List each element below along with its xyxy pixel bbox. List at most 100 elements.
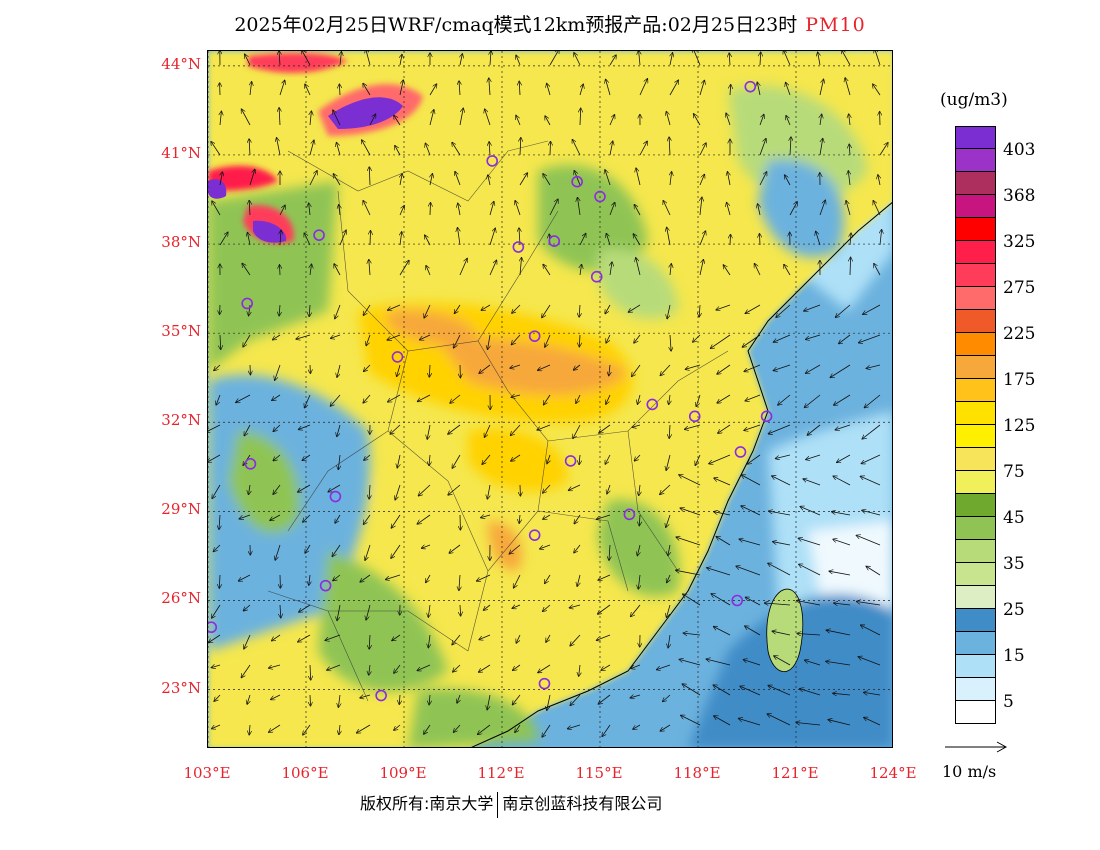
wind-arrow — [220, 112, 221, 126]
city-marker — [646, 398, 659, 411]
wind-arrow — [220, 172, 222, 186]
wind-arrow — [360, 695, 371, 698]
wind-arrow — [510, 364, 521, 368]
latitude-label: 44°N — [161, 54, 201, 73]
legend-swatch — [955, 494, 996, 517]
wind-arrow — [768, 563, 791, 576]
wind-arrow — [716, 304, 731, 310]
wind-arrow — [392, 634, 401, 641]
wind-arrow — [340, 52, 341, 66]
wind-arrow — [457, 694, 460, 703]
wind-arrow — [420, 334, 431, 340]
city-marker — [512, 241, 525, 253]
wind-arrow — [337, 604, 341, 620]
wind-arrow — [370, 231, 371, 246]
wind-arrow — [364, 514, 371, 524]
legend-unit: (ug/m3) — [940, 90, 1008, 110]
wind-arrow — [633, 724, 641, 729]
wind-arrow — [455, 304, 461, 313]
wind-arrow — [714, 512, 731, 516]
wind-arrow — [842, 51, 851, 66]
wind-arrow — [249, 170, 255, 186]
wind-arrow — [366, 51, 371, 66]
wind-arrow — [538, 664, 551, 673]
wind-arrow — [828, 720, 851, 726]
wind-arrow — [429, 110, 434, 126]
wind-arrow — [519, 82, 520, 96]
wind-arrow — [400, 55, 402, 66]
wind-arrow — [736, 566, 761, 576]
wind-arrow — [419, 484, 431, 496]
wind-arrow — [479, 664, 491, 672]
wind-arrow — [864, 718, 881, 726]
wind-arrow — [542, 304, 551, 318]
wind-arrow — [740, 686, 761, 696]
copyright-separator — [497, 791, 499, 818]
wind-arrow — [769, 511, 791, 516]
wind-arrow — [579, 84, 583, 96]
wind-arrow — [455, 172, 461, 186]
wind-arrow — [574, 544, 581, 553]
wind-arrow — [699, 260, 703, 276]
wind-arrow — [878, 175, 880, 186]
wind-arrow — [212, 604, 221, 618]
wind-arrow — [395, 484, 401, 500]
wind-arrow — [605, 454, 611, 464]
wind-arrow — [275, 544, 281, 560]
wind-arrow — [863, 304, 881, 314]
wind-arrow — [772, 631, 791, 636]
city-marker — [688, 410, 701, 423]
wind-arrow — [363, 201, 371, 216]
wind-arrow — [417, 514, 431, 524]
wind-arrow — [845, 78, 851, 96]
wind-arrow — [660, 484, 671, 494]
wind-arrow — [337, 364, 341, 377]
legend-label: 275 — [1003, 278, 1036, 298]
latitude-label: 41°N — [161, 143, 201, 162]
wind-arrow — [711, 334, 731, 348]
wind-arrow — [479, 364, 491, 373]
wind-arrow — [460, 54, 462, 66]
wind-arrow — [515, 724, 521, 732]
wind-arrow — [305, 84, 311, 96]
wind-arrow — [489, 142, 490, 156]
wind-arrow — [272, 634, 281, 641]
wind-arrow — [399, 261, 409, 276]
wind-arrow — [338, 454, 340, 469]
wind-arrow — [778, 394, 791, 405]
wind-arrow — [713, 685, 731, 696]
wind-arrow — [429, 84, 437, 96]
wind-arrow — [219, 574, 220, 588]
wind-arrow — [269, 724, 281, 732]
wind-arrow — [804, 304, 821, 311]
wind-arrow — [806, 364, 821, 373]
wind-arrow — [727, 203, 731, 216]
wind-arrow — [310, 111, 311, 126]
wind-arrow — [857, 602, 881, 606]
city-marker — [538, 677, 551, 690]
wind-arrow — [717, 364, 731, 374]
wind-arrow — [745, 626, 761, 636]
wind-arrow — [635, 454, 641, 461]
wind-arrow — [363, 304, 371, 315]
wind-arrow — [425, 235, 431, 246]
wind-arrow — [829, 571, 851, 576]
wind-arrow — [669, 137, 670, 156]
wind-arrow — [739, 539, 761, 546]
wind-arrow — [579, 664, 580, 676]
wind-arrow — [605, 170, 611, 186]
wind-arrow — [450, 394, 461, 403]
wind-arrow — [488, 175, 490, 186]
wind-arrow — [598, 574, 611, 580]
wind-arrow — [577, 574, 580, 586]
wind-arrow — [273, 334, 281, 340]
wind-arrow — [547, 84, 551, 96]
wind-arrow — [667, 228, 671, 246]
wind-arrow — [516, 634, 521, 643]
legend-swatch — [955, 287, 996, 310]
wind-arrow — [572, 140, 581, 156]
city-marker — [241, 297, 254, 310]
title-main: 2025年02月25日WRF/cmaq模式12km预报产品:02月25日23时 — [234, 14, 798, 36]
wind-arrow — [850, 233, 851, 246]
wind-arrow — [606, 334, 611, 343]
